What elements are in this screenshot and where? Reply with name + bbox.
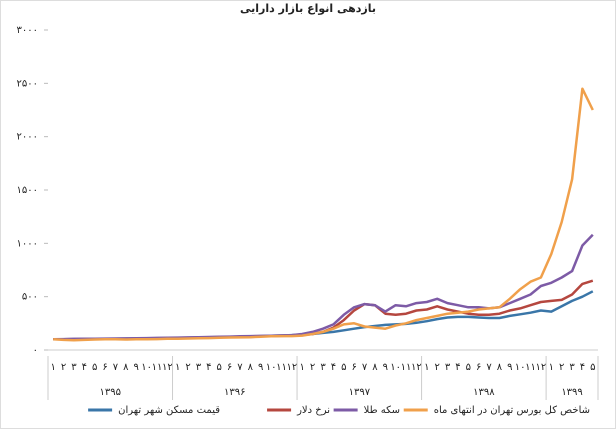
x-tick-label: ۲ — [559, 362, 564, 373]
x-tick-label: ۸ — [123, 362, 129, 373]
x-tick-label: ۵ — [92, 362, 97, 373]
x-tick-label: ۸ — [372, 362, 378, 373]
y-tick-label: ۵۰۰ — [22, 292, 38, 303]
year-label: ۱۳۹۵ — [100, 387, 121, 398]
x-tick-label: ۳ — [196, 362, 202, 373]
x-tick-label: ۹ — [507, 362, 512, 373]
x-tick-label: ۳ — [445, 362, 451, 373]
x-tick-label: ۳ — [569, 362, 575, 373]
x-tick-label: ۶ — [102, 362, 107, 373]
x-tick-label: ۱۱ — [401, 362, 412, 373]
x-tick-label: ۶ — [227, 362, 232, 373]
y-tick-label: ۰ — [33, 345, 38, 356]
x-tick-label: ۶ — [476, 362, 481, 373]
legend-label: شاخص کل بورس تهران در انتهای ماه — [434, 405, 590, 416]
y-tick-label: ۱۰۰۰ — [17, 238, 38, 249]
x-tick-label: ۲ — [310, 362, 315, 373]
x-tick-label: ۴ — [331, 362, 336, 373]
x-tick-label: ۲ — [61, 362, 66, 373]
x-tick-label: ۱ — [175, 362, 180, 373]
year-label: ۱۳۹۶ — [224, 387, 245, 398]
x-tick-label: ۸ — [497, 362, 503, 373]
x-tick-label: ۷ — [486, 362, 492, 373]
x-tick-label: ۴ — [455, 362, 460, 373]
x-tick-label: ۷ — [362, 362, 368, 373]
year-label: ۱۳۹۷ — [349, 387, 371, 398]
x-tick-label: ۷ — [237, 362, 243, 373]
series-line — [53, 233, 594, 341]
x-tick-label: ۱۰ — [141, 362, 152, 373]
year-label: ۱۳۹۸ — [473, 387, 495, 398]
x-tick-label: ۹ — [258, 362, 263, 373]
x-tick-label: ۱۲ — [286, 362, 297, 373]
y-tick-label: ۲۰۰۰ — [17, 132, 38, 143]
x-tick-label: ۴ — [206, 362, 211, 373]
x-tick-label: ۱۲ — [411, 362, 422, 373]
x-tick-label: ۱۱ — [525, 362, 536, 373]
x-tick-label: ۹ — [383, 362, 388, 373]
x-tick-label: ۵ — [341, 362, 346, 373]
legend-label: قیمت مسکن شهر تهران — [118, 405, 220, 416]
series-line — [53, 279, 594, 341]
x-tick-label: ۳ — [320, 362, 326, 373]
x-tick-label: ۲ — [434, 362, 439, 373]
chart-title: بازدهی انواع بازار دارایی — [240, 2, 376, 15]
x-tick-label: ۱ — [549, 362, 554, 373]
x-tick-label: ۱۰ — [266, 362, 277, 373]
x-tick-label: ۲ — [185, 362, 190, 373]
x-tick-label: ۱۲ — [536, 362, 547, 373]
x-tick-label: ۱ — [300, 362, 305, 373]
legend-label: سکه طلا — [364, 405, 400, 416]
x-tick-label: ۱۰ — [390, 362, 401, 373]
legend-label: نرخ دلار — [296, 405, 330, 416]
y-tick-label: ۲۵۰۰ — [17, 78, 38, 89]
x-tick-label: ۱ — [424, 362, 429, 373]
x-tick-label: ۱۰ — [515, 362, 526, 373]
x-tick-label: ۵ — [466, 362, 471, 373]
x-tick-label: ۱ — [51, 362, 56, 373]
x-tick-label: ۱۱ — [152, 362, 163, 373]
y-tick-label: ۱۵۰۰ — [17, 185, 38, 196]
x-tick-label: ۷ — [113, 362, 119, 373]
x-tick-label: ۳ — [71, 362, 77, 373]
series-line — [53, 87, 594, 342]
x-tick-label: ۱۲ — [162, 362, 173, 373]
x-tick-label: ۵ — [217, 362, 222, 373]
x-tick-label: ۵ — [590, 362, 595, 373]
x-tick-label: ۴ — [82, 362, 87, 373]
x-tick-label: ۹ — [134, 362, 139, 373]
x-tick-label: ۴ — [580, 362, 585, 373]
y-tick-label: ۳۰۰۰ — [17, 25, 38, 36]
x-tick-label: ۶ — [351, 362, 356, 373]
year-label: ۱۳۹۹ — [561, 387, 582, 398]
x-tick-label: ۸ — [248, 362, 254, 373]
x-tick-label: ۱۱ — [276, 362, 287, 373]
